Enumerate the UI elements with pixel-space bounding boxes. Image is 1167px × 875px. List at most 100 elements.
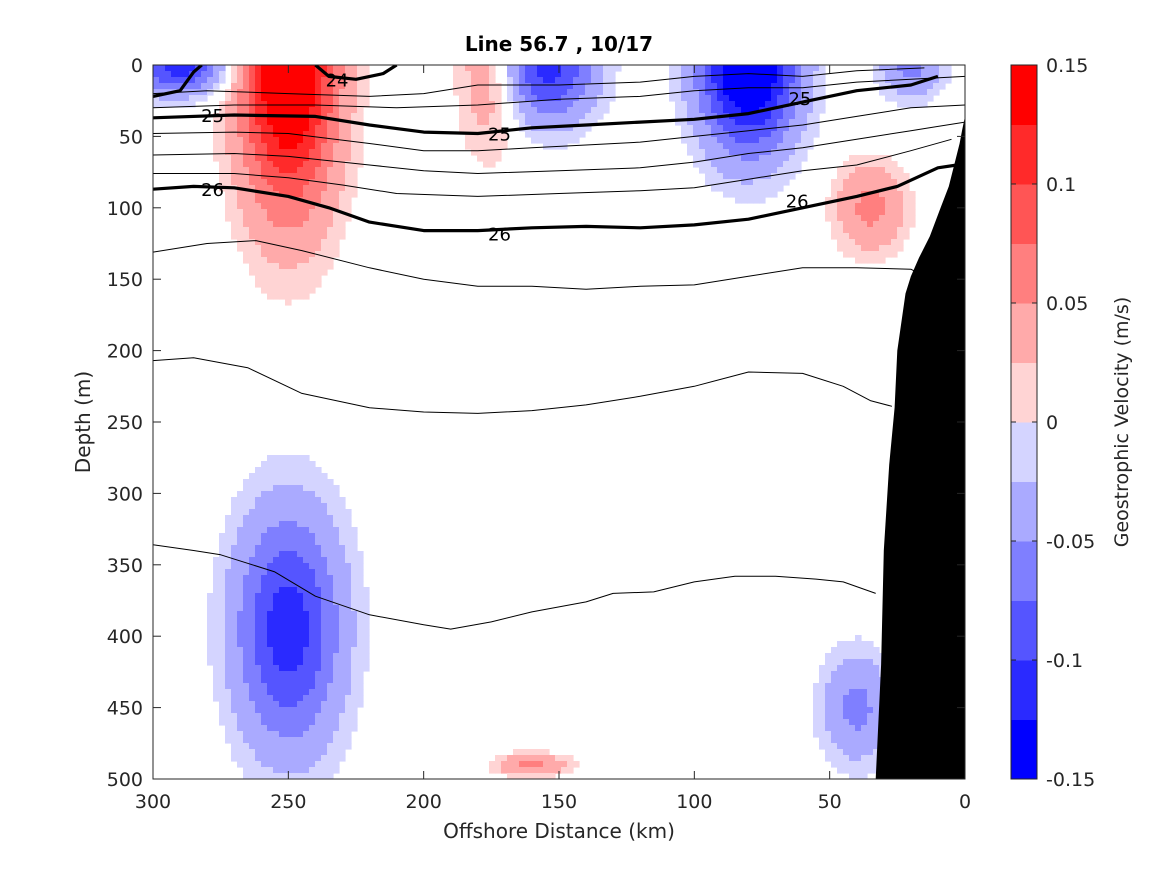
y-tick-label: 400 xyxy=(107,626,143,648)
velocity-cell xyxy=(333,635,340,642)
velocity-cell xyxy=(735,119,742,126)
velocity-cell xyxy=(309,629,316,636)
velocity-cell xyxy=(735,173,742,180)
velocity-cell xyxy=(711,137,718,144)
velocity-cell xyxy=(291,209,298,216)
velocity-cell xyxy=(909,77,916,84)
velocity-cell xyxy=(285,215,292,222)
velocity-cell xyxy=(843,179,850,186)
velocity-cell xyxy=(741,89,748,96)
velocity-cell xyxy=(879,89,886,96)
velocity-cell xyxy=(717,89,724,96)
velocity-cell xyxy=(231,551,238,558)
velocity-cell xyxy=(735,155,742,162)
velocity-cell xyxy=(495,761,502,768)
chart-title: Line 56.7 , 10/17 xyxy=(465,32,653,56)
velocity-cell xyxy=(225,107,232,114)
velocity-cell xyxy=(303,221,310,228)
contour-label: 25 xyxy=(201,106,224,127)
velocity-cell xyxy=(807,95,814,102)
velocity-cell xyxy=(807,71,814,78)
velocity-cell xyxy=(261,191,268,198)
velocity-cell xyxy=(705,119,712,126)
velocity-cell xyxy=(699,149,706,156)
velocity-cell xyxy=(291,197,298,204)
velocity-cell xyxy=(243,503,250,510)
velocity-cell xyxy=(237,143,244,150)
velocity-cell xyxy=(303,629,310,636)
velocity-cell xyxy=(771,71,778,78)
velocity-cell xyxy=(765,149,772,156)
velocity-cell xyxy=(237,515,244,522)
velocity-cell xyxy=(345,617,352,624)
velocity-cell xyxy=(291,119,298,126)
velocity-cell xyxy=(861,161,868,168)
velocity-cell xyxy=(345,173,352,180)
velocity-cell xyxy=(891,251,898,258)
velocity-cell xyxy=(453,83,460,90)
velocity-cell xyxy=(837,659,844,666)
velocity-cell xyxy=(231,215,238,222)
velocity-cell xyxy=(333,65,340,72)
velocity-cell xyxy=(675,71,682,78)
velocity-cell xyxy=(303,173,310,180)
velocity-cell xyxy=(303,263,310,270)
velocity-cell xyxy=(861,659,868,666)
velocity-cell xyxy=(159,95,166,102)
velocity-cell xyxy=(885,161,892,168)
velocity-cell xyxy=(741,173,748,180)
velocity-cell xyxy=(225,515,232,522)
velocity-cell xyxy=(171,95,178,102)
velocity-cell xyxy=(867,179,874,186)
velocity-cell xyxy=(537,755,544,762)
velocity-cell xyxy=(261,149,268,156)
velocity-cell xyxy=(273,635,280,642)
velocity-cell xyxy=(225,143,232,150)
velocity-cell xyxy=(237,521,244,528)
velocity-cell xyxy=(231,617,238,624)
velocity-cell xyxy=(237,227,244,234)
velocity-cell xyxy=(327,83,334,90)
velocity-cell xyxy=(879,167,886,174)
velocity-cell xyxy=(321,665,328,672)
velocity-cell xyxy=(255,665,262,672)
velocity-cell xyxy=(279,293,286,300)
velocity-cell xyxy=(321,101,328,108)
velocity-cell xyxy=(303,497,310,504)
velocity-cell xyxy=(495,125,502,132)
velocity-cell xyxy=(297,623,304,630)
velocity-cell xyxy=(567,101,574,108)
velocity-cell xyxy=(351,527,358,534)
velocity-cell xyxy=(237,155,244,162)
velocity-cell xyxy=(471,107,478,114)
velocity-cell xyxy=(297,77,304,84)
velocity-cell xyxy=(681,83,688,90)
velocity-cell xyxy=(309,287,316,294)
velocity-cell xyxy=(237,491,244,498)
velocity-cell xyxy=(843,221,850,228)
velocity-cell xyxy=(345,695,352,702)
velocity-cell xyxy=(585,89,592,96)
velocity-cell xyxy=(333,755,340,762)
velocity-cell xyxy=(321,119,328,126)
velocity-cell xyxy=(321,515,328,522)
velocity-cell xyxy=(327,119,334,126)
velocity-cell xyxy=(471,119,478,126)
velocity-cell xyxy=(897,89,904,96)
velocity-cell xyxy=(237,623,244,630)
velocity-cell xyxy=(207,629,214,636)
velocity-cell xyxy=(165,77,172,84)
velocity-cell xyxy=(819,683,826,690)
velocity-cell xyxy=(279,743,286,750)
velocity-cell xyxy=(267,185,274,192)
velocity-cell xyxy=(567,767,574,774)
velocity-cell xyxy=(243,569,250,576)
velocity-cell xyxy=(327,497,334,504)
velocity-cell xyxy=(699,107,706,114)
velocity-cell xyxy=(861,215,868,222)
velocity-cell xyxy=(861,761,868,768)
velocity-cell xyxy=(723,83,730,90)
velocity-cell xyxy=(525,77,532,84)
velocity-cell xyxy=(753,167,760,174)
velocity-cell xyxy=(477,71,484,78)
